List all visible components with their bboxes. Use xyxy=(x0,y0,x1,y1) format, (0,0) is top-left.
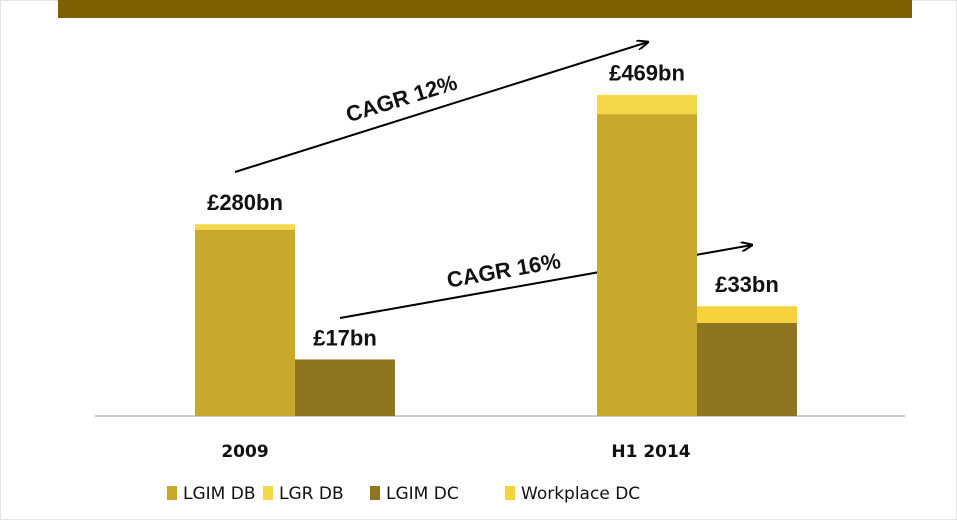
bar-segment xyxy=(597,94,697,115)
legend-label: LGIM DC xyxy=(386,484,459,504)
bar-segment xyxy=(295,359,395,416)
legend-swatch xyxy=(167,486,177,500)
bar-segment xyxy=(195,229,295,416)
legend-swatch xyxy=(505,486,515,500)
legend-label: Workplace DC xyxy=(521,484,640,504)
stack-label: £280bn xyxy=(207,190,283,215)
arrow xyxy=(234,42,648,173)
bar-segment xyxy=(597,114,697,416)
bar-segment xyxy=(195,224,295,230)
stack-label: £33bn xyxy=(715,272,779,297)
bar-segment xyxy=(697,306,797,323)
x-tick-label: H1 2014 xyxy=(611,442,690,462)
stack-label: £17bn xyxy=(313,325,377,350)
bar-segment xyxy=(697,322,797,416)
header-band xyxy=(58,0,912,18)
legend-swatch xyxy=(370,486,380,500)
x-tick-label: 2009 xyxy=(221,442,268,462)
stack-label: £469bn xyxy=(609,61,685,86)
legend-label: LGR DB xyxy=(279,484,344,504)
legend-label: LGIM DB xyxy=(183,484,255,504)
legend-swatch xyxy=(263,486,273,500)
